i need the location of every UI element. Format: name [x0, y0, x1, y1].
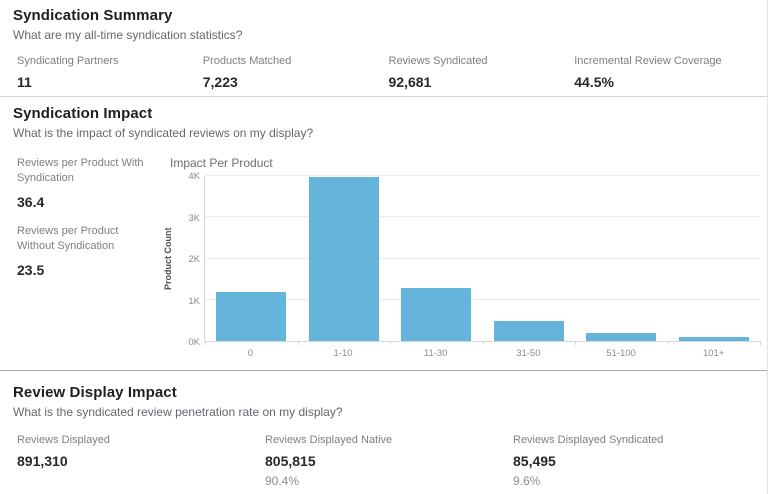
review-display-impact-section: Review Display Impact What is the syndic…	[0, 370, 768, 494]
y-tick-label: 4K	[188, 171, 200, 182]
kpi-label: Syndicating Partners	[17, 55, 119, 67]
x-axis-tick-mark	[760, 341, 761, 345]
kpi-reviews-syndicated: Reviews Syndicated 92,681	[389, 55, 575, 90]
kpi-syndicating-partners: Syndicating Partners 11	[17, 55, 203, 90]
x-axis-tick-mark	[390, 341, 391, 345]
bar-cell-31-50	[483, 176, 576, 341]
x-axis-tick-mark	[205, 341, 206, 345]
kpi-label: Incremental Review Coverage	[574, 55, 722, 67]
bar-series	[205, 176, 760, 341]
impact-chart-plot	[204, 175, 761, 345]
y-tick-label: 3K	[188, 212, 200, 224]
kpi-reviews-displayed: Reviews Displayed 891,310	[17, 434, 265, 488]
kpi-value: 36.4	[17, 194, 45, 210]
x-tick-label-1-10: 1-10	[333, 348, 353, 359]
syndication-impact-section: Syndication Impact What is the impact of…	[0, 97, 768, 370]
bar-cell-11-30	[390, 176, 483, 341]
y-axis-ticks: 0K 1K 2K 3K 4K	[168, 171, 200, 348]
bar-cell-101+	[668, 176, 761, 341]
kpi-value: 891,310	[17, 453, 68, 469]
x-tick-label-101+: 101+	[702, 348, 725, 359]
x-axis-tick-mark	[575, 341, 576, 345]
impact-title: Syndication Impact	[13, 105, 153, 122]
summary-title: Syndication Summary	[13, 7, 173, 24]
kpi-label: Products Matched	[202, 55, 292, 67]
bar-51-100[interactable]	[586, 332, 657, 341]
bar-0[interactable]	[216, 292, 287, 341]
impact-subtitle: What is the impact of syndicated reviews…	[13, 126, 314, 140]
kpi-percent: 90.4%	[265, 474, 300, 488]
x-tick-label-11-30: 11-30	[423, 348, 448, 359]
x-axis-tick-mark	[482, 341, 484, 345]
x-axis-tick-mark	[667, 341, 669, 345]
display-kpi-row: Reviews Displayed 891,310 Reviews Displa…	[17, 434, 768, 488]
bar-cell-0	[205, 176, 298, 341]
kpi-products-matched: Products Matched 7,223	[203, 55, 389, 90]
kpi-value: 85,495	[513, 453, 556, 469]
y-tick-label: 0K	[188, 337, 200, 348]
gridline-1K	[205, 298, 760, 300]
kpi-value: 11	[17, 74, 32, 90]
gridline-2K	[205, 257, 760, 259]
kpi-value: 44.5%	[574, 74, 614, 90]
gridline-4K	[205, 175, 760, 176]
bar-11-30[interactable]	[401, 287, 472, 341]
syndication-summary-section: Syndication Summary What are my all-time…	[0, 0, 768, 97]
x-axis-tick-mark	[297, 341, 299, 345]
kpi-label: Reviews Syndicated	[388, 55, 488, 67]
impact-kpi-column: Reviews per Product With Syndication 36.…	[17, 156, 151, 278]
x-axis-labels: 0 1-10 11-30 31-50 51-100 101+	[204, 348, 760, 359]
kpi-value: 23.5	[17, 262, 45, 278]
kpi-reviews-per-product-with-syndication: Reviews per Product With Syndication 36.…	[17, 156, 151, 210]
kpi-value: 7,223	[202, 74, 238, 90]
bar-cell-51-100	[575, 176, 668, 341]
summary-kpi-row: Syndicating Partners 11 Products Matched…	[17, 55, 768, 90]
kpi-reviews-displayed-native: Reviews Displayed Native 805,815 90.4%	[265, 434, 513, 488]
gridline-3K	[205, 216, 760, 218]
kpi-value: 805,815	[265, 453, 316, 469]
kpi-reviews-displayed-syndicated: Reviews Displayed Syndicated 85,495 9.6%	[513, 434, 768, 488]
x-tick-label-0: 0	[247, 348, 253, 359]
x-tick-label-51-100: 51-100	[606, 348, 636, 359]
kpi-incremental-review-coverage: Incremental Review Coverage 44.5%	[574, 55, 760, 90]
impact-per-product-chart: Impact Per Product Product Count 0K 1K 2K 3…	[0, 97, 768, 370]
kpi-label: Reviews Displayed	[17, 434, 110, 446]
bar-1-10[interactable]	[308, 176, 379, 341]
kpi-value: 92,681	[388, 74, 432, 90]
bar-31-50[interactable]	[493, 321, 564, 341]
bar-cell-1-10	[298, 176, 391, 341]
display-impact-subtitle: What is the syndicated review penetratio…	[13, 405, 343, 419]
x-tick-label-31-50: 31-50	[516, 348, 541, 359]
bar-101+[interactable]	[678, 336, 749, 341]
y-tick-label: 2K	[188, 254, 200, 265]
summary-subtitle: What are my all-time syndication statist…	[13, 28, 243, 42]
kpi-label: Reviews Displayed Native	[265, 434, 393, 446]
kpi-label: Reviews per Product With Syndication	[17, 157, 144, 184]
kpi-label: Reviews Displayed Syndicated	[513, 434, 664, 446]
kpi-reviews-per-product-without-syndication: Reviews per Product Without Syndication …	[17, 224, 151, 278]
kpi-label: Reviews per Product Without Syndication	[17, 225, 119, 252]
kpi-percent: 9.6%	[513, 474, 541, 488]
y-tick-label: 1K	[188, 295, 200, 307]
chart-title: Impact Per Product	[170, 156, 273, 170]
display-impact-title: Review Display Impact	[13, 384, 177, 401]
